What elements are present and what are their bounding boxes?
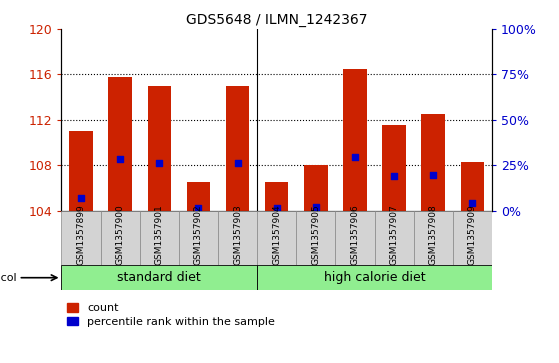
Bar: [382, 126, 406, 211]
FancyBboxPatch shape: [140, 211, 179, 265]
FancyBboxPatch shape: [179, 211, 218, 265]
Bar: [69, 131, 93, 211]
Point: [350, 154, 359, 160]
Text: growth protocol: growth protocol: [0, 273, 17, 283]
Text: GSM1357902: GSM1357902: [194, 205, 203, 265]
Text: GSM1357903: GSM1357903: [233, 205, 242, 265]
Bar: [304, 165, 328, 211]
FancyBboxPatch shape: [296, 211, 335, 265]
Point: [233, 160, 242, 166]
Bar: [108, 77, 132, 211]
Text: GSM1357909: GSM1357909: [468, 205, 477, 265]
Text: GSM1357901: GSM1357901: [155, 205, 164, 265]
FancyBboxPatch shape: [61, 211, 101, 265]
Text: GSM1357907: GSM1357907: [390, 205, 399, 265]
FancyBboxPatch shape: [101, 211, 140, 265]
Point: [311, 204, 320, 210]
Text: GSM1357899: GSM1357899: [77, 205, 86, 265]
Point: [429, 172, 438, 178]
Point: [468, 200, 477, 206]
FancyBboxPatch shape: [414, 211, 453, 265]
Point: [116, 156, 125, 162]
Point: [77, 195, 86, 201]
Bar: [265, 182, 288, 211]
Point: [272, 205, 281, 211]
Text: GSM1357908: GSM1357908: [429, 205, 438, 265]
Text: GSM1357905: GSM1357905: [311, 205, 320, 265]
Bar: [187, 182, 210, 211]
FancyBboxPatch shape: [453, 211, 492, 265]
FancyBboxPatch shape: [257, 211, 296, 265]
Point: [155, 160, 164, 166]
FancyBboxPatch shape: [61, 265, 257, 290]
FancyBboxPatch shape: [335, 211, 375, 265]
Title: GDS5648 / ILMN_1242367: GDS5648 / ILMN_1242367: [186, 13, 367, 26]
Text: standard diet: standard diet: [117, 271, 201, 284]
Bar: [226, 86, 249, 211]
Text: GSM1357906: GSM1357906: [350, 205, 359, 265]
Bar: [461, 162, 484, 211]
Legend: count, percentile rank within the sample: count, percentile rank within the sample: [67, 303, 275, 327]
Point: [194, 205, 203, 211]
Bar: [148, 86, 171, 211]
Text: high calorie diet: high calorie diet: [324, 271, 425, 284]
Bar: [421, 114, 445, 211]
Text: GSM1357904: GSM1357904: [272, 205, 281, 265]
FancyBboxPatch shape: [218, 211, 257, 265]
FancyBboxPatch shape: [375, 211, 414, 265]
FancyBboxPatch shape: [257, 265, 492, 290]
Bar: [343, 69, 367, 211]
Text: GSM1357900: GSM1357900: [116, 205, 125, 265]
Point: [390, 173, 399, 179]
